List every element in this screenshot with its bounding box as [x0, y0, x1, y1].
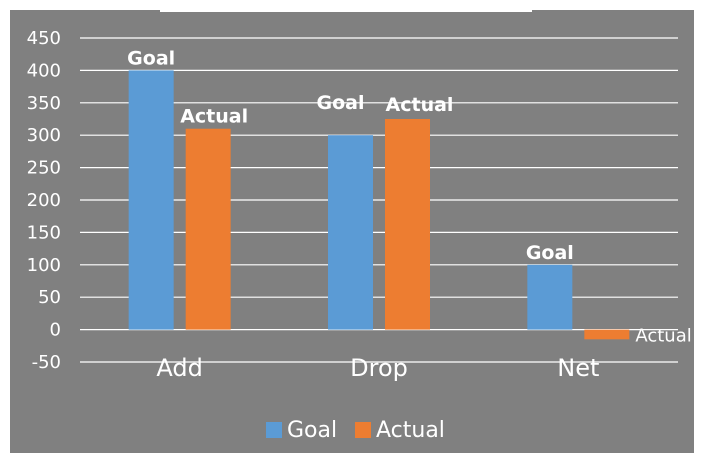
y-tick-label: 250: [27, 158, 61, 179]
y-tick-label: 300: [27, 125, 61, 146]
bars: [128, 70, 630, 340]
data-label-goal-net: Goal: [526, 242, 574, 264]
legend-label-actual: Actual: [376, 418, 445, 443]
y-tick-label: 100: [27, 255, 61, 276]
data-label-actual-net: Actual: [635, 325, 691, 346]
gridlines: [80, 37, 678, 363]
y-tick-label: 200: [27, 190, 61, 211]
data-labels: Goal Actual Goal Actual Goal Actual: [127, 47, 692, 346]
data-label-goal-drop: Goal: [317, 92, 365, 114]
bar-actual-net: [584, 329, 630, 340]
category-label-net: Net: [557, 354, 599, 382]
legend-label-goal: Goal: [287, 418, 337, 443]
bar-goal-add: [128, 70, 174, 330]
data-label-actual-drop: Actual: [386, 94, 454, 116]
y-tick-label: 150: [27, 222, 61, 243]
category-label-drop: Drop: [350, 354, 408, 382]
top-frame-notch: [160, 0, 532, 12]
y-tick-label: 400: [27, 60, 61, 81]
y-tick-label: 450: [27, 28, 61, 49]
category-label-add: Add: [156, 354, 202, 382]
legend: Goal Actual: [266, 418, 445, 443]
bar-goal-drop: [328, 135, 373, 330]
bar-goal-net: [527, 264, 573, 330]
legend-swatch-actual: [355, 422, 371, 438]
bar-actual-drop: [385, 119, 430, 330]
data-label-actual-add: Actual: [180, 106, 248, 128]
y-tick-label: 50: [38, 287, 61, 308]
y-tick-label: 350: [27, 93, 61, 114]
category-labels: Add Drop Net: [156, 354, 599, 382]
bar-actual-add: [185, 128, 231, 330]
legend-swatch-goal: [266, 422, 282, 438]
y-tick-label: -50: [32, 352, 61, 373]
y-tick-label: 0: [50, 320, 61, 341]
data-label-goal-add: Goal: [127, 47, 175, 69]
y-axis-tick-labels: 450 400 350 300 250 200 150 100 50 0 -50: [27, 28, 61, 373]
